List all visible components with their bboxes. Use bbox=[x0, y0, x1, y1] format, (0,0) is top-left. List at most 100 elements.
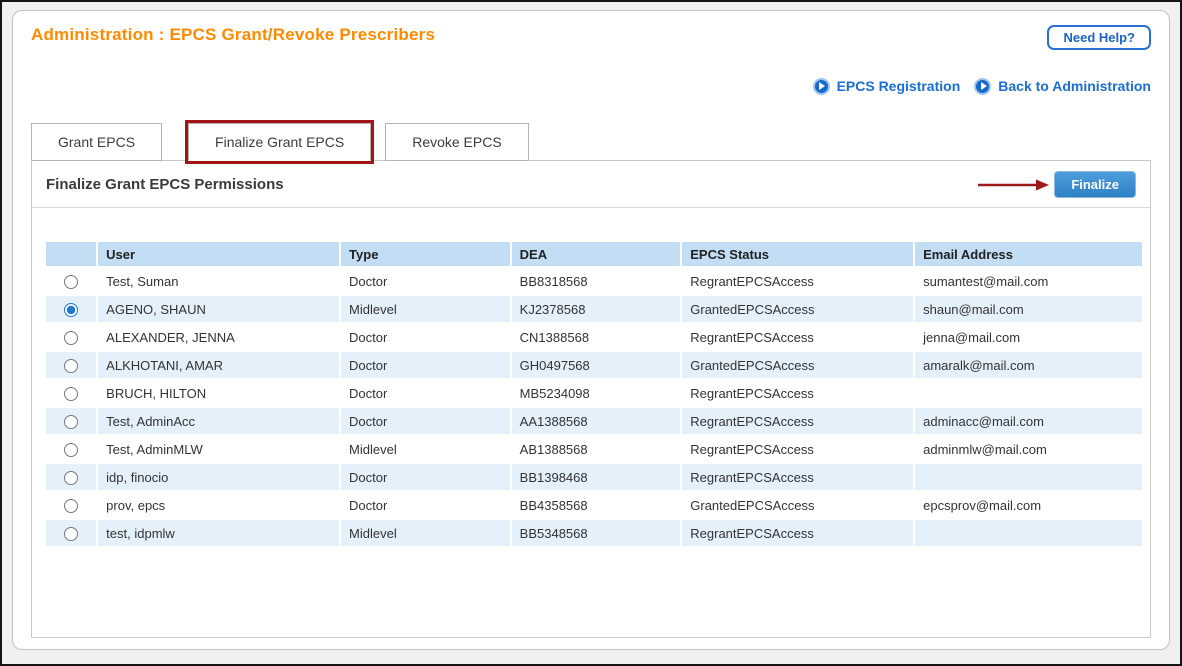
back-to-administration-link[interactable]: Back to Administration bbox=[974, 77, 1151, 95]
table-row: ALKHOTANI, AMAR Doctor GH0497568 GrantedEPC… bbox=[46, 352, 1142, 378]
epcs-registration-link[interactable]: EPCS Registration bbox=[812, 77, 961, 95]
cell-dea: BB5348568 bbox=[511, 520, 681, 546]
cell-status: RegrantEPCSAccess bbox=[682, 520, 914, 546]
cell-dea: KJ2378568 bbox=[511, 296, 681, 322]
row-select-cell bbox=[46, 436, 97, 462]
row-radio[interactable] bbox=[64, 330, 79, 345]
cell-email: epcsprov@mail.com bbox=[915, 492, 1142, 518]
back-to-administration-label: Back to Administration bbox=[998, 78, 1151, 94]
cell-type: Midlevel bbox=[341, 436, 510, 462]
arrow-circle-icon bbox=[974, 77, 992, 95]
row-select-cell bbox=[46, 464, 97, 490]
cell-email: jenna@mail.com bbox=[915, 324, 1142, 350]
finalize-button[interactable]: Finalize bbox=[1054, 170, 1136, 198]
row-radio[interactable] bbox=[64, 498, 79, 513]
arrow-circle-icon bbox=[812, 77, 830, 95]
prescribers-table: User Type DEA EPCS Status Email Address … bbox=[44, 240, 1144, 548]
cell-status: RegrantEPCSAccess bbox=[682, 324, 914, 350]
table-row: AGENO, SHAUN Midlevel KJ2378568 GrantedEPCS… bbox=[46, 296, 1142, 322]
column-header-type: Type bbox=[341, 242, 510, 266]
column-header-user: User bbox=[98, 242, 340, 266]
cell-status: RegrantEPCSAccess bbox=[682, 268, 914, 294]
table-row: Test, AdminMLW Midlevel AB1388568 RegrantEP… bbox=[46, 436, 1142, 462]
cell-user: idp, finocio bbox=[98, 464, 340, 490]
cell-dea: GH0497568 bbox=[511, 352, 681, 378]
row-select-cell bbox=[46, 408, 97, 434]
cell-status: RegrantEPCSAccess bbox=[682, 436, 914, 462]
column-header-email-address: Email Address bbox=[915, 242, 1142, 266]
column-header-dea: DEA bbox=[511, 242, 681, 266]
row-select-cell bbox=[46, 268, 97, 294]
cell-status: RegrantEPCSAccess bbox=[682, 408, 914, 434]
row-select-cell bbox=[46, 324, 97, 350]
cell-user: Test, Suman bbox=[98, 268, 340, 294]
table-row: test, idpmlw Midlevel BB5348568 RegrantEPCS… bbox=[46, 520, 1142, 546]
table-row: Test, AdminAcc Doctor AA1388568 RegrantEPCS… bbox=[46, 408, 1142, 434]
cell-type: Doctor bbox=[341, 492, 510, 518]
cell-dea: BB8318568 bbox=[511, 268, 681, 294]
prescribers-table-body: Test, Suman Doctor BB8318568 RegrantEPCSAcc… bbox=[46, 268, 1142, 546]
cell-user: ALKHOTANI, AMAR bbox=[98, 352, 340, 378]
row-radio[interactable] bbox=[64, 414, 79, 429]
column-header-epcs-status: EPCS Status bbox=[682, 242, 914, 266]
cell-dea: BB1398468 bbox=[511, 464, 681, 490]
page-card: Administration : EPCS Grant/Revoke Presc… bbox=[12, 10, 1170, 650]
cell-email: adminacc@mail.com bbox=[915, 408, 1142, 434]
cell-status: RegrantEPCSAccess bbox=[682, 464, 914, 490]
cell-dea: BB4358568 bbox=[511, 492, 681, 518]
cell-type: Doctor bbox=[341, 464, 510, 490]
row-select-cell bbox=[46, 352, 97, 378]
cell-status: GrantedEPCSAccess bbox=[682, 296, 914, 322]
tab-finalize-grant-epcs[interactable]: Finalize Grant EPCS bbox=[185, 120, 375, 164]
tab-bar: Grant EPCS Finalize Grant EPCS Revoke EP… bbox=[31, 120, 1151, 164]
top-bar: Administration : EPCS Grant/Revoke Presc… bbox=[31, 25, 1151, 59]
cell-dea: MB5234098 bbox=[511, 380, 681, 406]
cell-type: Midlevel bbox=[341, 520, 510, 546]
finalize-panel: Finalize Grant EPCS Permissions Finalize… bbox=[31, 160, 1151, 638]
cell-email: adminmlw@mail.com bbox=[915, 436, 1142, 462]
tab-grant-epcs[interactable]: Grant EPCS bbox=[31, 123, 163, 161]
row-select-cell bbox=[46, 296, 97, 322]
table-row: Test, Suman Doctor BB8318568 RegrantEPCSAcc… bbox=[46, 268, 1142, 294]
cell-type: Doctor bbox=[341, 352, 510, 378]
cell-type: Doctor bbox=[341, 268, 510, 294]
panel-heading: Finalize Grant EPCS Permissions bbox=[46, 175, 284, 193]
row-radio[interactable] bbox=[64, 386, 79, 401]
need-help-button[interactable]: Need Help? bbox=[1047, 25, 1151, 50]
epcs-registration-label: EPCS Registration bbox=[836, 78, 961, 94]
cell-type: Doctor bbox=[341, 380, 510, 406]
cell-dea: AA1388568 bbox=[511, 408, 681, 434]
cell-type: Midlevel bbox=[341, 296, 510, 322]
cell-user: BRUCH, HILTON bbox=[98, 380, 340, 406]
cell-user: prov, epcs bbox=[98, 492, 340, 518]
annotation-arrow-icon bbox=[978, 179, 1049, 191]
row-radio[interactable] bbox=[64, 358, 79, 373]
page-title: Administration : EPCS Grant/Revoke Presc… bbox=[31, 25, 436, 44]
column-header-select bbox=[46, 242, 97, 266]
row-select-cell bbox=[46, 380, 97, 406]
cell-status: GrantedEPCSAccess bbox=[682, 352, 914, 378]
nav-links-row: EPCS Registration Back to Administration bbox=[31, 75, 1151, 97]
tab-revoke-epcs[interactable]: Revoke EPCS bbox=[385, 123, 529, 161]
row-select-cell bbox=[46, 492, 97, 518]
table-header-row: User Type DEA EPCS Status Email Address bbox=[46, 242, 1142, 266]
table-row: prov, epcs Doctor BB4358568 GrantedEPCSAcce… bbox=[46, 492, 1142, 518]
row-radio[interactable] bbox=[64, 470, 79, 485]
row-radio[interactable] bbox=[64, 274, 79, 289]
cell-email: sumantest@mail.com bbox=[915, 268, 1142, 294]
cell-user: AGENO, SHAUN bbox=[98, 296, 340, 322]
cell-user: Test, AdminAcc bbox=[98, 408, 340, 434]
table-row: BRUCH, HILTON Doctor MB5234098 RegrantEPCSA… bbox=[46, 380, 1142, 406]
cell-status: GrantedEPCSAccess bbox=[682, 492, 914, 518]
row-radio[interactable] bbox=[64, 526, 79, 541]
panel-header: Finalize Grant EPCS Permissions Finalize bbox=[32, 161, 1150, 208]
row-radio[interactable] bbox=[64, 442, 79, 457]
cell-email bbox=[915, 464, 1142, 490]
cell-user: Test, AdminMLW bbox=[98, 436, 340, 462]
cell-user: test, idpmlw bbox=[98, 520, 340, 546]
row-radio[interactable] bbox=[64, 302, 79, 317]
cell-email: amaralk@mail.com bbox=[915, 352, 1142, 378]
cell-dea: AB1388568 bbox=[511, 436, 681, 462]
table-row: idp, finocio Doctor BB1398468 RegrantEPCSAc… bbox=[46, 464, 1142, 490]
